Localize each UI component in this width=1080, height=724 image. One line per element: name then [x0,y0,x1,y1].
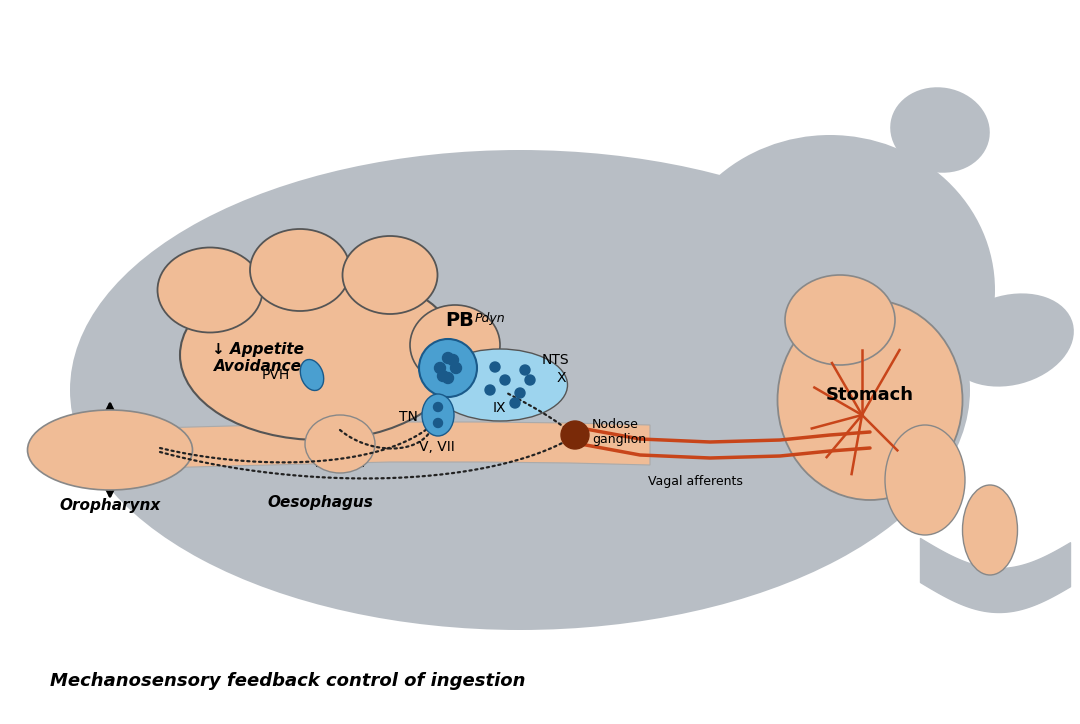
Ellipse shape [665,135,995,445]
Text: Stomach: Stomach [826,386,914,404]
Ellipse shape [27,410,192,490]
Ellipse shape [300,360,324,390]
Ellipse shape [778,300,962,500]
Circle shape [510,398,519,408]
Text: V, VII: V, VII [419,440,455,454]
Circle shape [434,363,446,374]
Ellipse shape [422,394,454,436]
Circle shape [443,353,454,363]
Polygon shape [156,422,650,468]
Ellipse shape [785,275,895,365]
Bar [0,660,1080,724]
Ellipse shape [600,540,760,600]
Text: TN: TN [400,410,418,424]
Circle shape [561,421,589,449]
Ellipse shape [260,532,400,588]
Circle shape [447,355,459,366]
Circle shape [450,363,461,374]
Text: Nodose
ganglion: Nodose ganglion [592,418,646,446]
Text: Pdyn: Pdyn [475,312,505,325]
Circle shape [490,362,500,372]
Text: Mechanosensory feedback control of ingestion: Mechanosensory feedback control of inges… [50,672,526,690]
Ellipse shape [962,485,1017,575]
Ellipse shape [70,150,970,630]
Text: Oesophagus: Oesophagus [267,495,373,510]
Text: NTS: NTS [542,353,569,367]
Ellipse shape [419,339,477,397]
Ellipse shape [410,305,500,385]
Circle shape [443,373,454,384]
Ellipse shape [342,236,437,314]
Circle shape [437,371,448,382]
Ellipse shape [305,415,375,473]
Text: IX: IX [492,401,507,415]
Ellipse shape [885,425,966,535]
Text: Vagal afferents: Vagal afferents [648,475,742,488]
Text: ↓ Appetite
Avoidance: ↓ Appetite Avoidance [212,342,303,374]
Ellipse shape [158,248,262,332]
Circle shape [433,403,443,411]
Ellipse shape [249,229,350,311]
Ellipse shape [890,88,989,173]
Circle shape [500,375,510,385]
Ellipse shape [946,293,1074,387]
Circle shape [433,418,443,427]
Text: PB: PB [445,311,474,330]
Ellipse shape [180,270,460,440]
Ellipse shape [432,349,567,421]
Circle shape [525,375,535,385]
Text: X: X [557,371,567,385]
Circle shape [485,385,495,395]
Circle shape [515,388,525,398]
Text: Oropharynx: Oropharynx [59,498,161,513]
Circle shape [519,365,530,375]
Text: PVH: PVH [261,368,291,382]
